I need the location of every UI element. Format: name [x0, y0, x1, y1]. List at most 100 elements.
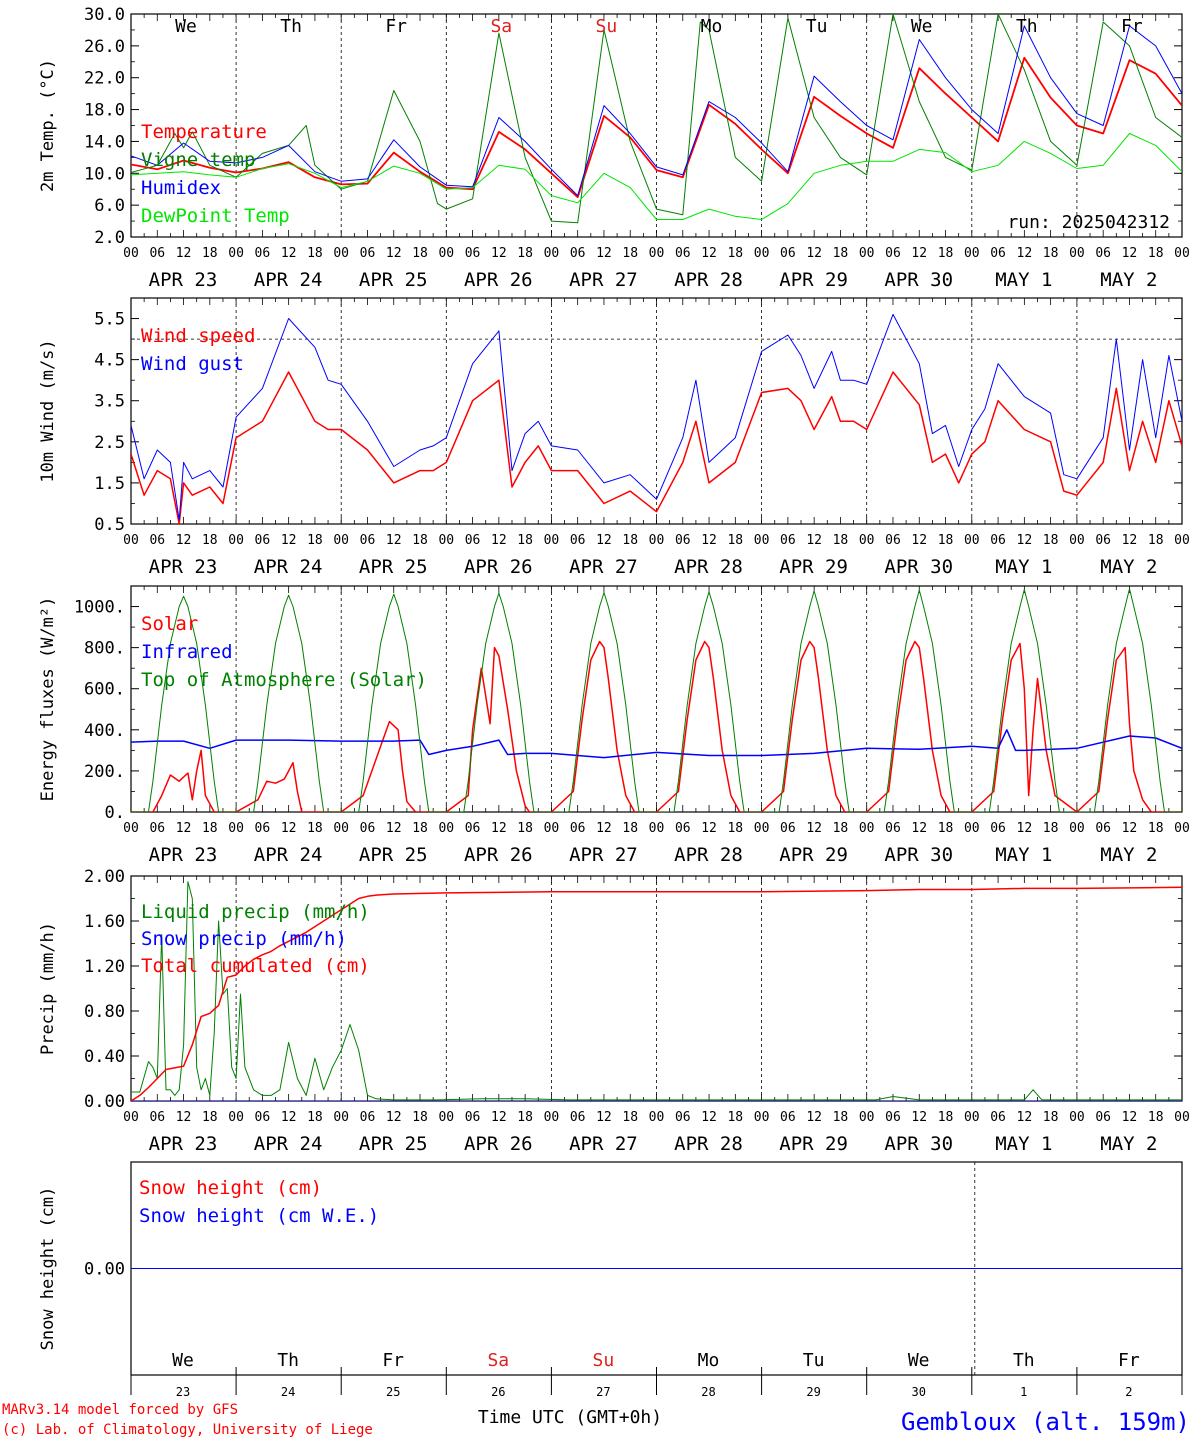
- series-line: [131, 313, 1182, 521]
- hour-tick-label: 06: [465, 246, 481, 261]
- hour-tick-label: 18: [1148, 246, 1164, 261]
- series-line: [131, 25, 1182, 197]
- hour-tick-label: 06: [149, 1110, 165, 1125]
- date-label: MAY 2: [1100, 556, 1157, 578]
- date-label: APR 27: [569, 844, 638, 866]
- y-tick-label: 22.0: [84, 69, 125, 89]
- hour-tick-label: 18: [517, 1110, 533, 1125]
- y-tick-label: 0.40: [84, 1047, 125, 1067]
- hour-tick-label: 18: [622, 533, 638, 548]
- y-tick-label: 600.: [84, 680, 125, 700]
- hour-tick-label: 18: [833, 246, 849, 261]
- date-label: MAY 1: [995, 1133, 1052, 1155]
- hour-tick-label: 18: [307, 246, 323, 261]
- hour-tick-label: 18: [938, 246, 954, 261]
- day-number-label: 25: [386, 1385, 400, 1399]
- hour-tick-label: 12: [386, 246, 402, 261]
- weekday-label: Th: [280, 16, 302, 37]
- run-label: run: 2025042312: [1007, 212, 1170, 233]
- y-tick-label: 800.: [84, 639, 125, 659]
- hour-tick-label: 12: [176, 533, 192, 548]
- panel-5: We 23 Th 24 Fr 25 Sa 26 Su 27 Mo 28 Tu 29 We 30 Th 1 Fr 2 0.…: [38, 1161, 1183, 1399]
- y-axis-title: Snow height (cm): [38, 1187, 58, 1351]
- hour-tick-label: 18: [938, 533, 954, 548]
- series-line: [131, 588, 1182, 812]
- hour-tick-label: 12: [911, 246, 927, 261]
- date-label: APR 27: [569, 1133, 638, 1155]
- hour-tick-label: 06: [885, 821, 901, 836]
- date-label: MAY 1: [995, 269, 1052, 291]
- hour-tick-label: 12: [1017, 1110, 1033, 1125]
- legend-entry: Wind speed: [141, 325, 255, 347]
- hour-tick-label: 00: [649, 246, 665, 261]
- hour-tick-label: 06: [360, 246, 376, 261]
- hour-tick-label: 12: [596, 821, 612, 836]
- hour-tick-label: 06: [360, 821, 376, 836]
- date-label: APR 30: [884, 269, 953, 291]
- hour-tick-label: 06: [360, 1110, 376, 1125]
- date-label: APR 24: [254, 844, 323, 866]
- hour-tick-label: 06: [255, 533, 271, 548]
- panel-3: 00 06 12 18 APR 23 00 06 12 18 APR 24 00 06 12 18 APR …: [38, 585, 1190, 866]
- hour-tick-label: 00: [1174, 246, 1190, 261]
- hour-tick-label: 00: [859, 821, 875, 836]
- date-label: APR 26: [464, 556, 533, 578]
- y-tick-label: 200.: [84, 762, 125, 782]
- weekday-label: We: [172, 1350, 194, 1371]
- hour-tick-label: 18: [727, 1110, 743, 1125]
- series-line: [131, 133, 1182, 220]
- hour-tick-label: 18: [412, 246, 428, 261]
- hour-tick-label: 06: [1095, 246, 1111, 261]
- hour-tick-label: 12: [1017, 821, 1033, 836]
- day-number-label: 30: [911, 1385, 925, 1399]
- date-label: MAY 2: [1100, 1133, 1157, 1155]
- hour-tick-label: 18: [202, 246, 218, 261]
- hour-tick-label: 12: [281, 1110, 297, 1125]
- hour-tick-label: 00: [438, 533, 454, 548]
- hour-tick-label: 12: [701, 821, 717, 836]
- hour-tick-label: 06: [465, 1110, 481, 1125]
- date-label: APR 28: [674, 844, 743, 866]
- date-label: APR 30: [884, 556, 953, 578]
- series-line: [131, 14, 1182, 224]
- hour-tick-label: 18: [1148, 821, 1164, 836]
- y-tick-label: 0.00: [84, 1260, 125, 1280]
- day-number-label: 24: [281, 1385, 295, 1399]
- hour-tick-label: 06: [990, 1110, 1006, 1125]
- hour-tick-label: 12: [281, 246, 297, 261]
- day-number-label: 28: [701, 1385, 715, 1399]
- hour-tick-label: 06: [570, 533, 586, 548]
- hour-tick-label: 12: [701, 1110, 717, 1125]
- date-label: APR 30: [884, 844, 953, 866]
- weekday-label: Sa: [490, 16, 512, 37]
- hour-tick-label: 00: [333, 1110, 349, 1125]
- date-label: APR 24: [254, 269, 323, 291]
- hour-tick-label: 12: [176, 821, 192, 836]
- hour-tick-label: 06: [1095, 821, 1111, 836]
- y-tick-label: 26.0: [84, 37, 125, 57]
- y-tick-label: 6.0: [94, 196, 125, 216]
- weekday-label: Fr: [382, 1350, 404, 1371]
- day-number-label: 27: [596, 1385, 610, 1399]
- hour-tick-label: 18: [1043, 246, 1059, 261]
- hour-tick-label: 06: [570, 1110, 586, 1125]
- y-tick-label: 400.: [84, 721, 125, 741]
- y-tick-label: 5.5: [94, 310, 125, 330]
- date-label: APR 28: [674, 269, 743, 291]
- hour-tick-label: 18: [202, 1110, 218, 1125]
- date-label: APR 29: [779, 269, 848, 291]
- date-label: APR 23: [149, 556, 218, 578]
- hour-tick-label: 00: [649, 533, 665, 548]
- date-label: MAY 2: [1100, 844, 1157, 866]
- y-tick-label: 1000.: [74, 598, 125, 618]
- hour-tick-label: 06: [255, 246, 271, 261]
- credit-line: MARv3.14 model forced by GFS: [2, 1402, 238, 1418]
- x-axis-title: Time UTC (GMT+0h): [478, 1407, 662, 1428]
- date-label: APR 29: [779, 1133, 848, 1155]
- y-tick-label: 0.80: [84, 1002, 125, 1022]
- hour-tick-label: 12: [1122, 821, 1138, 836]
- date-label: APR 27: [569, 556, 638, 578]
- legend-entry: Liquid precip (mm/h): [141, 901, 370, 923]
- hour-tick-label: 06: [990, 533, 1006, 548]
